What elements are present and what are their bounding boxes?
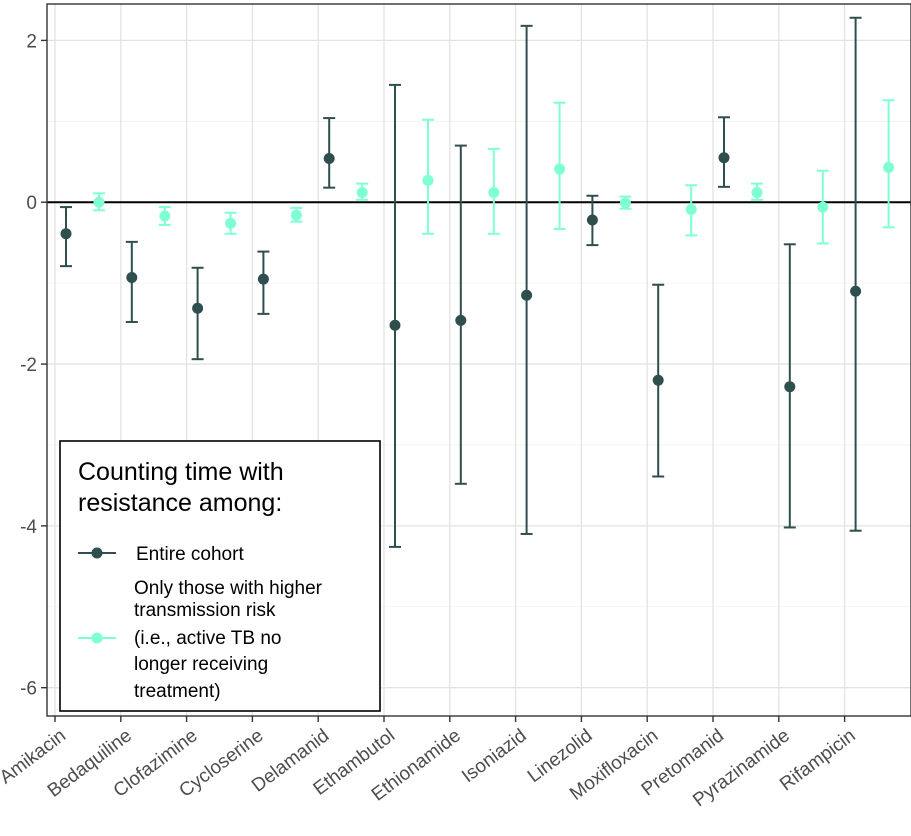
y-tick-label: 2 xyxy=(26,31,37,52)
point-rifampicin xyxy=(883,161,895,173)
point-linezolid xyxy=(586,214,598,226)
legend-label-higher-risk-line5: treatment) xyxy=(134,681,221,702)
point-linezolid xyxy=(619,197,631,209)
point-pyrazinamide xyxy=(817,201,829,213)
point-cycloserine xyxy=(290,209,302,221)
point-ethionamide xyxy=(488,187,500,199)
x-axis: AmikacinBedaquilineClofazimineCycloserin… xyxy=(0,716,860,811)
point-cycloserine xyxy=(257,273,269,285)
point-ethambutol xyxy=(422,174,434,186)
series-entire-cohort xyxy=(60,16,862,548)
x-tick-label: Isoniazid xyxy=(458,725,531,787)
plot-border xyxy=(46,3,911,717)
point-amikacin xyxy=(93,196,105,208)
legend-key-entire-cohort xyxy=(78,547,116,559)
y-tick-label: 0 xyxy=(26,193,37,214)
point-bedaquiline xyxy=(159,210,171,222)
legend-label-higher-risk-line2: transmission risk xyxy=(134,600,276,621)
legend-label-higher-risk-line4: longer receiving xyxy=(134,654,268,675)
legend-title-line1: Counting time with xyxy=(78,458,284,486)
y-axis: 2 0 -2 -4 -6 xyxy=(20,31,47,700)
point-clofazimine xyxy=(225,217,237,229)
legend-title-line2: resistance among: xyxy=(78,489,282,517)
point-clofazimine xyxy=(192,302,204,314)
y-tick-label: -2 xyxy=(20,355,37,376)
point-pyrazinamide xyxy=(784,381,796,393)
legend: Counting time with resistance among: Ent… xyxy=(59,440,381,712)
legend-label-higher-risk-line3: (i.e., active TB no xyxy=(134,628,282,649)
legend-box xyxy=(59,440,381,712)
series-higher-transmission-risk xyxy=(93,99,895,245)
point-moxifloxacin xyxy=(685,204,697,216)
point-pretomanid xyxy=(718,152,730,164)
y-tick-label: -4 xyxy=(20,517,37,538)
point-rifampicin xyxy=(850,285,862,297)
legend-label-entire-cohort: Entire cohort xyxy=(136,544,244,565)
point-isoniazid xyxy=(521,289,533,301)
point-bedaquiline xyxy=(126,271,138,283)
point-isoniazid xyxy=(554,163,566,175)
point-delamanid xyxy=(323,153,335,165)
y-tick-label: -6 xyxy=(20,679,37,700)
legend-key-higher-risk xyxy=(78,632,116,644)
point-ethionamide xyxy=(455,314,467,326)
point-pretomanid xyxy=(751,187,763,199)
point-delamanid xyxy=(356,187,368,199)
data-marks xyxy=(60,16,895,548)
legend-label-higher-risk-line1: Only those with higher xyxy=(134,578,323,599)
point-ethambutol xyxy=(389,319,401,331)
point-amikacin xyxy=(60,228,72,240)
point-moxifloxacin xyxy=(652,374,664,386)
